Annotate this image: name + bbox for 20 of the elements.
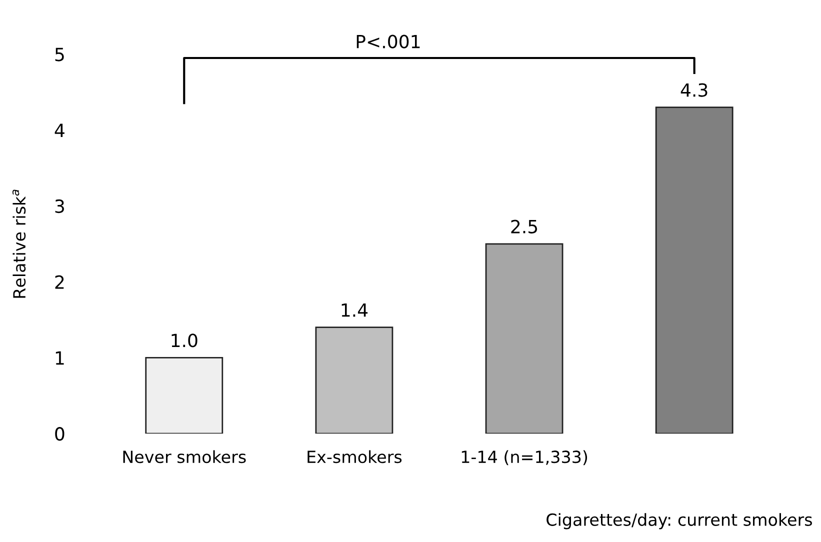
y-tick-label: 1 — [56, 351, 64, 365]
bar — [655, 106, 734, 434]
data-label: 1.0 — [172, 334, 198, 348]
bar — [485, 243, 564, 434]
y-tick-label: 3 — [55, 199, 64, 214]
x-tick-label: Never smokers — [123, 450, 246, 464]
bar — [145, 357, 224, 434]
bar — [315, 326, 394, 434]
y-tick-label: 2 — [55, 275, 64, 289]
x-axis-title: Cigarettes/day: current smokers — [546, 513, 812, 530]
x-tick-label: Ex-smokers — [308, 450, 402, 464]
text: P<.001 — [356, 34, 420, 48]
data-label: 1.4 — [342, 304, 368, 317]
data-label: 2.5 — [511, 220, 538, 234]
x-tick-label: 1-14 (n=1,333) — [462, 450, 588, 466]
y-tick-label: 5 — [55, 48, 64, 62]
y-tick-label: 0 — [55, 427, 64, 441]
data-label: 4.3 — [680, 83, 708, 97]
y-tick-label: 4 — [54, 124, 64, 137]
y-axis-title: Relative risk$^{a}$ — [12, 190, 26, 298]
